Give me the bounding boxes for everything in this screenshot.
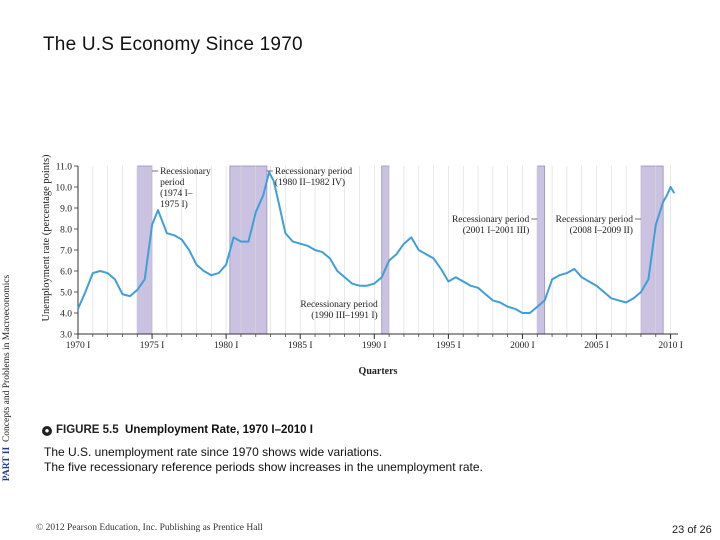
page-current: 23 [672,524,685,536]
recession-label-5-line-1: Recessionary period [556,215,634,225]
recession-band-3 [381,165,390,335]
x-tick-label: 1995 I [436,341,461,351]
figure-bullet-icon: ● [42,426,52,436]
copyright-footer: © 2012 Pearson Education, Inc. Publishin… [36,523,263,533]
recession-label-4-line-2: (2001 I–2001 III) [463,225,529,236]
y-tick-label: 8.0 [60,226,72,236]
figure-caption: ● FIGURE 5.5 Unemployment Rate, 1970 I–20… [42,424,313,436]
y-tick-label: 9.0 [60,205,72,215]
recession-label-2-line-2: (1980 II–1982 IV) [275,177,345,188]
description-line-1: The U.S. unemployment rate since 1970 sh… [44,445,383,459]
description-line-2: The five recessionary reference periods … [44,460,483,474]
y-tick-label: 7.0 [60,247,72,257]
recession-label-1-line-3: (1974 I– [160,188,193,199]
y-axis-title: Unemployment rate (percentage points) [41,154,52,322]
unemployment-series-line [77,171,676,314]
figure-label: FIGURE 5.5 [56,424,119,436]
x-tick-label: 1990 I [362,341,387,351]
x-tick-label: 1970 I [66,341,91,351]
recession-label-1-line-4: 1975 I) [160,199,188,210]
x-axis-title: Quarters [359,366,398,377]
recession-label-5-line-2: (2008 I–2009 II) [570,225,633,236]
figure-title: Unemployment Rate, 1970 I–2010 I [125,424,313,436]
recession-band-1 [136,165,153,335]
recession-label-3-line-2: (1990 III–1991 I) [311,310,377,321]
recession-label-2-line-1: Recessionary period [275,167,353,177]
recession-label-3-line-1: Recessionary period [300,300,378,310]
y-tick-label: 10.0 [55,184,72,194]
slide-title: The U.S Economy Since 1970 [43,34,303,55]
page-number: 23 of 26 [672,524,712,536]
recession-band-4 [536,165,546,335]
recession-label-1-line-1: Recessionary [160,167,211,177]
x-tick-label: 1975 I [140,341,165,351]
x-tick-label: 1985 I [288,341,313,351]
figure-description: The U.S. unemployment rate since 1970 sh… [44,445,604,475]
x-tick-label: 1980 I [214,341,239,351]
y-tick-label: 4.0 [60,310,72,320]
page-total: of 26 [687,524,712,536]
y-tick-label: 11.0 [56,163,73,173]
part-label: PART II [2,446,12,482]
x-tick-label: 2000 I [510,341,535,351]
y-tick-label: 3.0 [60,331,72,341]
unemployment-chart: 3.0 4.0 5.0 6.0 7.0 8.0 9.0 10.0 11.0 1970 I 1975 … [41,154,683,377]
x-tick-label: 2010 I [658,341,683,351]
x-tick-label: 2005 I [584,341,609,351]
recession-label-1-line-2: period [160,178,185,188]
y-tick-label: 5.0 [60,289,72,299]
recession-band-2 [229,165,268,335]
y-tick-label: 6.0 [60,268,72,278]
recession-label-4-line-1: Recessionary period [452,215,530,225]
